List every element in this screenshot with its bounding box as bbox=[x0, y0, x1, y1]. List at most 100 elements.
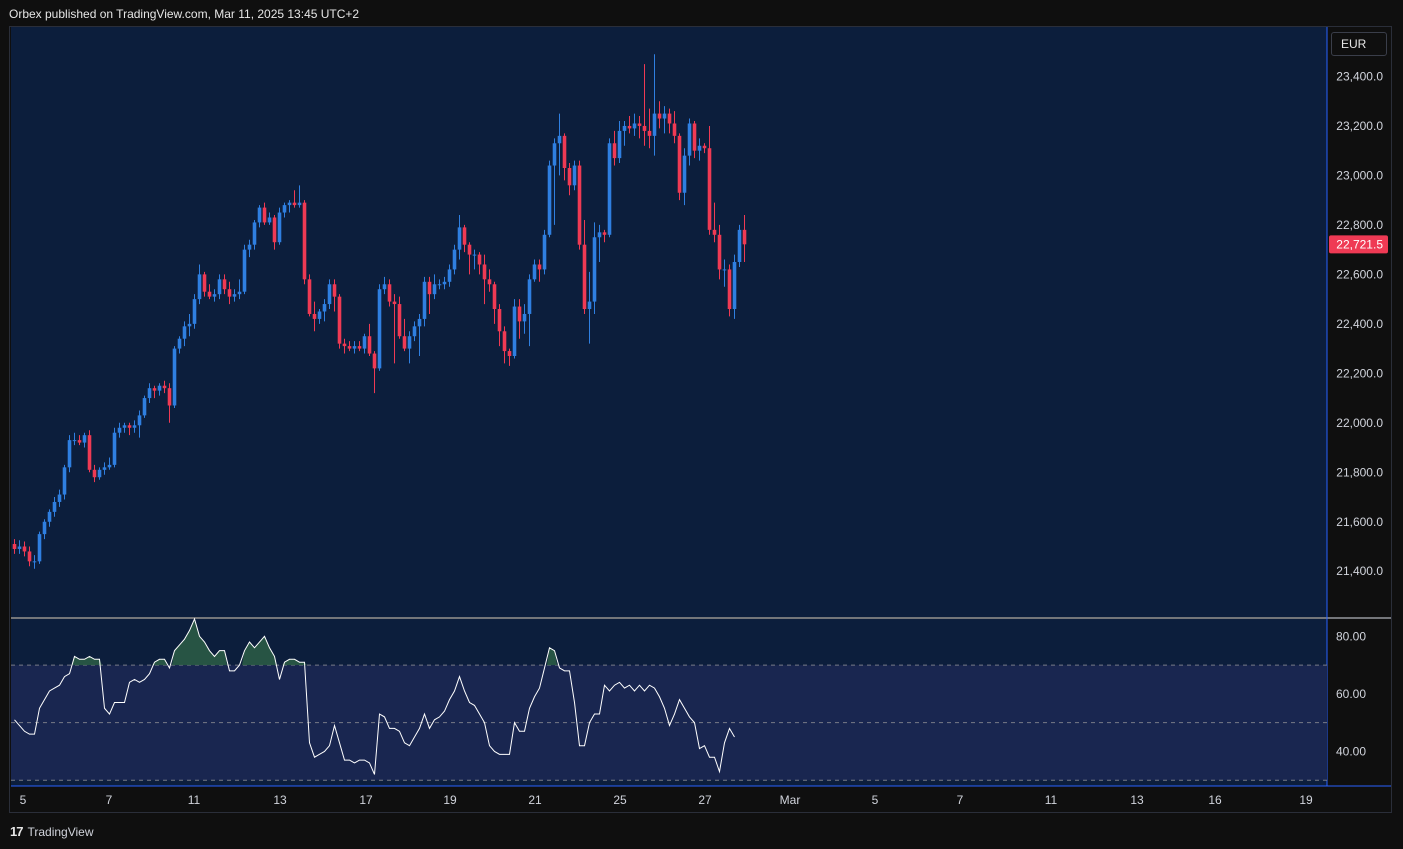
time-tick-label: 11 bbox=[188, 793, 201, 807]
candle-body bbox=[507, 351, 512, 357]
last-price-badge bbox=[1329, 235, 1388, 254]
candle-body bbox=[587, 301, 592, 310]
candle-body bbox=[692, 123, 697, 151]
candle-body bbox=[727, 269, 732, 310]
candle-body bbox=[87, 435, 92, 470]
candle-body bbox=[482, 264, 487, 280]
candle-body bbox=[67, 440, 72, 468]
candle-body bbox=[297, 202, 302, 206]
candle-body bbox=[592, 237, 597, 302]
price-tick-label: 21,400.0 bbox=[1336, 564, 1383, 578]
tradingview-logo-text: TradingView bbox=[27, 824, 94, 839]
candle-body bbox=[167, 388, 172, 406]
candle-body bbox=[377, 289, 382, 369]
candle-body bbox=[437, 284, 442, 286]
candle-body bbox=[542, 234, 547, 270]
candle-body bbox=[62, 467, 67, 495]
time-tick-label: 19 bbox=[443, 793, 457, 807]
candle-body bbox=[157, 385, 162, 391]
candle-body bbox=[222, 279, 227, 290]
candle-body bbox=[517, 306, 522, 322]
candle-body bbox=[52, 501, 57, 512]
candle-body bbox=[102, 467, 107, 470]
rsi-line bbox=[14, 617, 735, 775]
candle-body bbox=[212, 294, 217, 297]
candle-body bbox=[192, 299, 197, 324]
candle-body bbox=[257, 207, 262, 223]
candle-body bbox=[477, 254, 482, 265]
time-tick-label: 13 bbox=[273, 793, 287, 807]
rsi-tick-label: 40.00 bbox=[1336, 744, 1366, 758]
price-tick-label: 21,800.0 bbox=[1336, 465, 1383, 479]
publication-header: Orbex published on TradingView.com, Mar … bbox=[9, 7, 360, 21]
time-tick-label: 11 bbox=[1045, 793, 1058, 807]
time-tick-label: 17 bbox=[359, 793, 373, 807]
candle-body bbox=[667, 113, 672, 124]
candle-body bbox=[557, 135, 562, 144]
candle-body bbox=[332, 284, 337, 297]
currency-label: EUR bbox=[1341, 37, 1367, 51]
candle-body bbox=[582, 244, 587, 310]
candle-body bbox=[707, 148, 712, 230]
candle-body bbox=[32, 561, 37, 563]
candle-body bbox=[627, 125, 632, 129]
price-tick-label: 23,000.0 bbox=[1336, 168, 1383, 182]
candle-body bbox=[197, 274, 202, 300]
candle-body bbox=[472, 254, 477, 256]
time-axis-background bbox=[11, 786, 1327, 813]
price-tick-label: 22,800.0 bbox=[1336, 218, 1383, 232]
candle-body bbox=[677, 135, 682, 193]
candle-body bbox=[242, 249, 247, 292]
candle-body bbox=[232, 294, 237, 297]
candle-body bbox=[292, 202, 297, 206]
candle-body bbox=[617, 130, 622, 159]
candle-body bbox=[387, 284, 392, 302]
candle-body bbox=[322, 304, 327, 312]
candle-body bbox=[147, 388, 152, 399]
candle-body bbox=[467, 244, 472, 255]
time-tick-label: 7 bbox=[957, 793, 964, 807]
candle-body bbox=[307, 279, 312, 314]
candle-body bbox=[132, 425, 137, 428]
chart-frame bbox=[9, 26, 1392, 813]
candle-body bbox=[502, 331, 507, 352]
tradingview-logo[interactable]: 17 TradingView bbox=[10, 824, 94, 839]
candle-body bbox=[672, 123, 677, 136]
candle-body bbox=[182, 326, 187, 339]
price-tick-label: 23,400.0 bbox=[1336, 69, 1383, 83]
candle-body bbox=[417, 318, 422, 327]
currency-selector[interactable]: EUR bbox=[1331, 32, 1387, 56]
candle-body bbox=[497, 309, 502, 332]
candle-body bbox=[107, 464, 112, 468]
price-tick-label: 23,200.0 bbox=[1336, 119, 1383, 133]
candle-body bbox=[367, 336, 372, 354]
candle-body bbox=[532, 264, 537, 280]
candle-body bbox=[612, 143, 617, 159]
candle-body bbox=[647, 130, 652, 136]
candle-body bbox=[552, 143, 557, 166]
candle-body bbox=[177, 338, 182, 349]
rsi-overbought-fill bbox=[172, 619, 227, 666]
candle-body bbox=[567, 168, 572, 186]
candle-body bbox=[682, 155, 687, 193]
candle-body bbox=[652, 113, 657, 136]
price-tick-label: 22,400.0 bbox=[1336, 317, 1383, 331]
candle-body bbox=[637, 123, 642, 126]
candle-body bbox=[527, 279, 532, 314]
candle-body bbox=[97, 469, 102, 478]
candle-body bbox=[352, 346, 357, 349]
candle-body bbox=[717, 234, 722, 270]
candle-body bbox=[172, 348, 177, 406]
price-axis-background bbox=[1327, 27, 1391, 813]
time-tick-label: 21 bbox=[528, 793, 542, 807]
candle-body bbox=[447, 269, 452, 282]
candle-body bbox=[687, 123, 692, 156]
candle-body bbox=[547, 165, 552, 235]
price-tick-label: 22,600.0 bbox=[1336, 267, 1383, 281]
candle-body bbox=[642, 125, 647, 131]
candle-body bbox=[607, 143, 612, 235]
candle-body bbox=[312, 313, 317, 319]
candle-body bbox=[287, 202, 292, 206]
time-tick-label: Mar bbox=[780, 793, 801, 807]
